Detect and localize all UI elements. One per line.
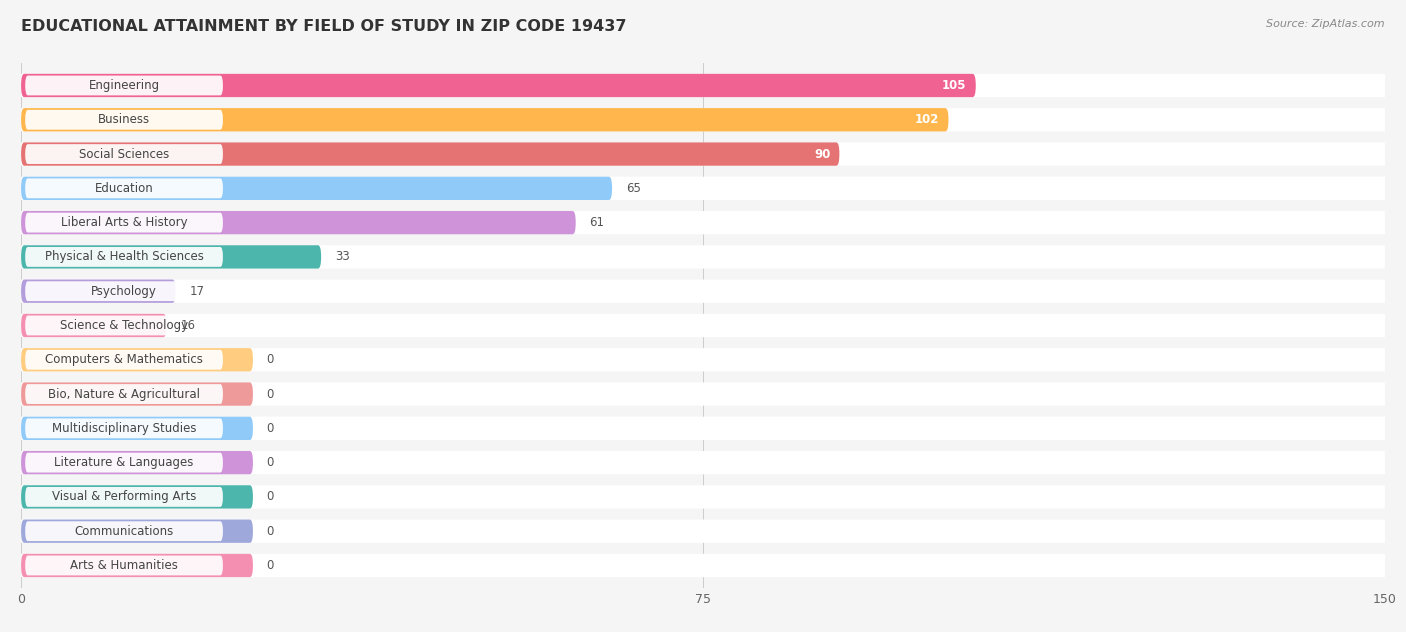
- FancyBboxPatch shape: [21, 314, 1385, 337]
- FancyBboxPatch shape: [21, 177, 612, 200]
- FancyBboxPatch shape: [21, 416, 253, 440]
- Text: Psychology: Psychology: [91, 284, 157, 298]
- FancyBboxPatch shape: [25, 384, 224, 404]
- Text: 105: 105: [942, 79, 967, 92]
- FancyBboxPatch shape: [21, 382, 253, 406]
- FancyBboxPatch shape: [25, 315, 224, 336]
- Text: Arts & Humanities: Arts & Humanities: [70, 559, 179, 572]
- FancyBboxPatch shape: [25, 281, 224, 301]
- FancyBboxPatch shape: [21, 520, 1385, 543]
- FancyBboxPatch shape: [21, 554, 253, 577]
- Text: Business: Business: [98, 113, 150, 126]
- FancyBboxPatch shape: [21, 485, 1385, 509]
- Text: Computers & Mathematics: Computers & Mathematics: [45, 353, 202, 367]
- Text: Communications: Communications: [75, 525, 174, 538]
- Text: 0: 0: [267, 525, 274, 538]
- FancyBboxPatch shape: [21, 245, 321, 269]
- Text: 17: 17: [190, 284, 204, 298]
- FancyBboxPatch shape: [21, 108, 949, 131]
- Text: Physical & Health Sciences: Physical & Health Sciences: [45, 250, 204, 264]
- Text: 0: 0: [267, 490, 274, 504]
- Text: Literature & Languages: Literature & Languages: [55, 456, 194, 469]
- FancyBboxPatch shape: [25, 213, 224, 233]
- Text: 65: 65: [626, 182, 641, 195]
- FancyBboxPatch shape: [25, 350, 224, 370]
- FancyBboxPatch shape: [21, 416, 1385, 440]
- FancyBboxPatch shape: [25, 487, 224, 507]
- FancyBboxPatch shape: [21, 279, 176, 303]
- FancyBboxPatch shape: [25, 144, 224, 164]
- Text: 16: 16: [180, 319, 195, 332]
- FancyBboxPatch shape: [21, 211, 1385, 234]
- FancyBboxPatch shape: [21, 520, 253, 543]
- Text: Bio, Nature & Agricultural: Bio, Nature & Agricultural: [48, 387, 200, 401]
- FancyBboxPatch shape: [21, 314, 166, 337]
- FancyBboxPatch shape: [21, 211, 575, 234]
- FancyBboxPatch shape: [21, 74, 1385, 97]
- Text: EDUCATIONAL ATTAINMENT BY FIELD OF STUDY IN ZIP CODE 19437: EDUCATIONAL ATTAINMENT BY FIELD OF STUDY…: [21, 19, 627, 34]
- Text: 0: 0: [267, 422, 274, 435]
- FancyBboxPatch shape: [21, 142, 1385, 166]
- Text: Engineering: Engineering: [89, 79, 160, 92]
- FancyBboxPatch shape: [25, 556, 224, 575]
- FancyBboxPatch shape: [25, 110, 224, 130]
- FancyBboxPatch shape: [25, 76, 224, 95]
- FancyBboxPatch shape: [21, 74, 976, 97]
- FancyBboxPatch shape: [21, 245, 1385, 269]
- FancyBboxPatch shape: [25, 418, 224, 438]
- Text: Visual & Performing Arts: Visual & Performing Arts: [52, 490, 197, 504]
- Text: 0: 0: [267, 559, 274, 572]
- Text: 0: 0: [267, 456, 274, 469]
- FancyBboxPatch shape: [21, 279, 1385, 303]
- FancyBboxPatch shape: [25, 521, 224, 541]
- Text: Education: Education: [94, 182, 153, 195]
- FancyBboxPatch shape: [21, 451, 253, 474]
- Text: Social Sciences: Social Sciences: [79, 147, 169, 161]
- Text: Multidisciplinary Studies: Multidisciplinary Studies: [52, 422, 197, 435]
- FancyBboxPatch shape: [25, 247, 224, 267]
- FancyBboxPatch shape: [21, 348, 253, 372]
- FancyBboxPatch shape: [21, 382, 1385, 406]
- FancyBboxPatch shape: [21, 554, 1385, 577]
- Text: 33: 33: [335, 250, 350, 264]
- FancyBboxPatch shape: [25, 178, 224, 198]
- Text: 90: 90: [814, 147, 831, 161]
- FancyBboxPatch shape: [21, 142, 839, 166]
- Text: 61: 61: [589, 216, 605, 229]
- Text: Science & Technology: Science & Technology: [60, 319, 188, 332]
- FancyBboxPatch shape: [21, 177, 1385, 200]
- FancyBboxPatch shape: [21, 451, 1385, 474]
- FancyBboxPatch shape: [21, 108, 1385, 131]
- Text: 0: 0: [267, 387, 274, 401]
- Text: 102: 102: [915, 113, 939, 126]
- Text: Liberal Arts & History: Liberal Arts & History: [60, 216, 187, 229]
- FancyBboxPatch shape: [21, 485, 253, 509]
- FancyBboxPatch shape: [25, 453, 224, 473]
- FancyBboxPatch shape: [21, 348, 1385, 372]
- Text: 0: 0: [267, 353, 274, 367]
- Text: Source: ZipAtlas.com: Source: ZipAtlas.com: [1267, 19, 1385, 29]
